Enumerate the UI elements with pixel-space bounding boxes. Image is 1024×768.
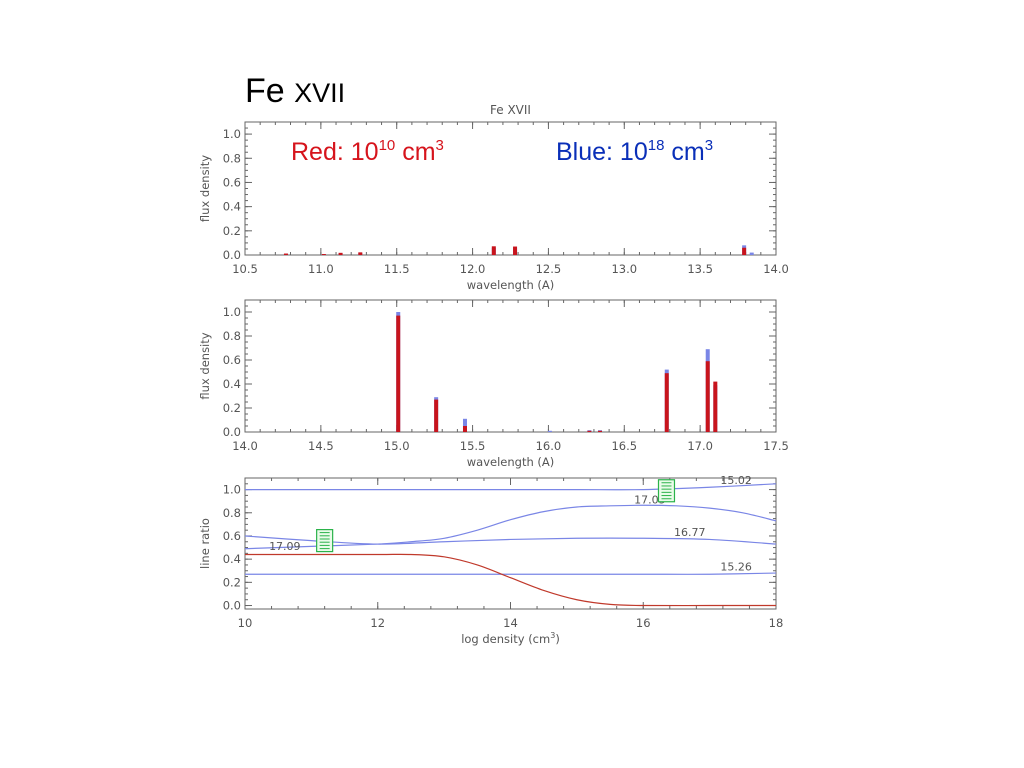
x-tick-label: 15.0 — [384, 439, 410, 453]
bar-red — [491, 246, 496, 255]
plot-frame — [244, 299, 777, 433]
x-tick-label: 18 — [769, 616, 784, 630]
curve-label: 15.26 — [720, 561, 752, 574]
x-tick-label: 17.0 — [687, 439, 713, 453]
y-tick-label: 0.6 — [223, 175, 241, 189]
y-tick-label: 1.0 — [223, 305, 241, 319]
y-tick-label: 0.2 — [223, 575, 241, 589]
y-tick-label: 0.6 — [223, 353, 241, 367]
bar-red — [358, 252, 363, 255]
x-tick-label: 14 — [503, 616, 518, 630]
line-series-15-26 — [245, 572, 777, 575]
line-series-red — [245, 553, 776, 607]
slide-title-ion: XVII — [294, 78, 346, 108]
bar-red — [434, 399, 439, 432]
curve-label: 16.77 — [674, 526, 706, 539]
y-tick-label: 0.0 — [223, 248, 241, 262]
y-axis-label: line ratio — [198, 518, 212, 569]
bar-red — [283, 253, 288, 255]
y-tick-label: 0.8 — [223, 506, 241, 520]
curve-label: 17.09 — [269, 540, 301, 553]
x-tick-label: 10.5 — [232, 262, 258, 276]
marker-frame — [657, 479, 676, 503]
plot-frame — [244, 121, 777, 256]
legend-blue-exponent: 18 — [647, 137, 665, 154]
legend-red-density: Red: 1010 cm3 — [291, 137, 444, 166]
x-axis-label: wavelength (A) — [467, 278, 555, 292]
chart-panel-3: 10 12 14 16 18 0.0 0.2 0.4 0.6 0.8 1.0 log density … — [198, 474, 783, 646]
chart-panel-2: 14.0 14.5 15.0 15.5 16.0 16.5 17.0 17.5 0.0 0.2 0.… — [198, 299, 789, 469]
bar-red — [587, 430, 592, 432]
x-tick-label: 12 — [370, 616, 385, 630]
x-tick-label: 13.5 — [687, 262, 713, 276]
bar-blue — [547, 430, 552, 432]
x-tick-label: 16.0 — [536, 439, 562, 453]
line-series-15-02 — [245, 483, 777, 491]
bar-red — [513, 246, 518, 255]
curve-label: 17.05 — [634, 494, 666, 507]
density-marker-right — [657, 479, 676, 503]
x-axis-label-end: ) — [555, 632, 560, 646]
x-tick-label: 14.0 — [232, 439, 258, 453]
x-tick-label: 16.5 — [611, 439, 637, 453]
bar-red — [462, 426, 467, 432]
bar-red — [664, 373, 669, 432]
x-tick-label: 11.5 — [384, 262, 410, 276]
curve-label: 15.02 — [720, 474, 752, 487]
x-tick-label: 16 — [636, 616, 651, 630]
x-tick-label: 14.0 — [763, 262, 789, 276]
x-tick-label: 12.5 — [536, 262, 562, 276]
bar-red — [713, 381, 718, 432]
x-tick-label: 11.0 — [308, 262, 334, 276]
bar-red — [705, 361, 710, 432]
y-tick-label: 0.4 — [223, 377, 241, 391]
x-axis-label-exponent: 3 — [550, 631, 555, 640]
bar-red — [742, 247, 747, 255]
x-tick-label: 17.5 — [763, 439, 789, 453]
slide-title-element: Fe — [245, 72, 285, 110]
y-tick-label: 1.0 — [223, 127, 241, 141]
legend-red-text: Red: 10 — [291, 138, 379, 166]
x-tick-label: 13.0 — [611, 262, 637, 276]
bar-blue — [749, 252, 754, 255]
y-tick-label: 0.2 — [223, 401, 241, 415]
density-marker-left — [316, 529, 334, 553]
y-tick-label: 0.0 — [223, 599, 241, 613]
slide-title: Fe XVII — [245, 74, 345, 108]
chart-title: Fe XVII — [490, 103, 531, 117]
legend-red-exponent: 10 — [378, 137, 396, 154]
y-axis-label: flux density — [198, 332, 212, 399]
bar-blue — [462, 418, 467, 432]
legend-red-unit-exponent: 3 — [435, 137, 444, 154]
y-tick-label: 0.6 — [223, 529, 241, 543]
y-tick-label: 0.8 — [223, 151, 241, 165]
bar-red — [396, 315, 401, 432]
legend-blue-density: Blue: 1018 cm3 — [556, 137, 714, 166]
y-tick-label: 0.4 — [223, 552, 241, 566]
y-tick-label: 0.2 — [223, 224, 241, 238]
x-axis-label: log density (cm3) — [461, 631, 560, 646]
x-tick-label: 12.0 — [460, 262, 486, 276]
x-axis-label: wavelength (A) — [467, 455, 555, 469]
x-tick-label: 15.5 — [460, 439, 486, 453]
y-tick-label: 1.0 — [223, 483, 241, 497]
legend-blue-unit-exponent: 3 — [704, 137, 714, 154]
y-tick-label: 0.4 — [223, 200, 241, 214]
y-tick-label: 0.8 — [223, 329, 241, 343]
bar-red — [321, 254, 326, 255]
legend-blue-text: Blue: 10 — [556, 138, 648, 166]
marker-frame — [316, 529, 334, 553]
legend-red-unit: cm — [395, 138, 436, 166]
y-axis-label: flux density — [198, 155, 212, 222]
bar-red — [598, 430, 603, 432]
x-tick-label: 10 — [238, 616, 253, 630]
legend-blue-unit: cm — [664, 138, 705, 166]
x-tick-label: 14.5 — [308, 439, 334, 453]
y-tick-label: 0.0 — [223, 425, 241, 439]
bar-red — [338, 252, 343, 255]
chart-panel-1: 10.5 11.0 11.5 12.0 12.5 13.0 13.5 14.0 0.0 0.2 0.… — [198, 103, 789, 292]
